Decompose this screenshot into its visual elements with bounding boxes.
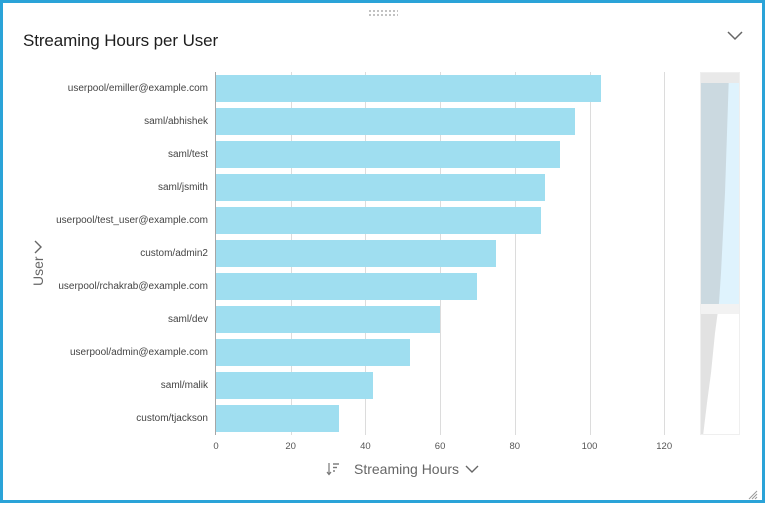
category-label: custom/tjackson — [136, 413, 208, 424]
minimap-bars-silhouette — [701, 73, 729, 434]
bar[interactable] — [216, 240, 497, 267]
category-label: saml/jsmith — [157, 182, 208, 193]
category-label: userpool/emiller@example.com — [67, 83, 208, 94]
chevron-down-icon — [727, 31, 743, 41]
bar[interactable] — [216, 339, 411, 366]
y-axis-title-text: User — [30, 256, 46, 286]
sort-descending-icon[interactable] — [326, 462, 340, 476]
y-axis-line — [215, 72, 216, 435]
gridline — [664, 72, 666, 435]
minimap-top-handle[interactable] — [701, 73, 739, 83]
category-label: saml/abhishek — [144, 116, 208, 127]
category-label: saml/dev — [167, 314, 208, 325]
x-tick-label: 0 — [213, 441, 219, 452]
x-tick-label: 40 — [360, 441, 371, 452]
category-label: saml/test — [167, 149, 208, 160]
bar[interactable] — [216, 108, 575, 135]
zoom-slider-minimap[interactable] — [700, 72, 740, 435]
x-axis-title-text: Streaming Hours — [354, 461, 460, 477]
bar[interactable] — [216, 207, 541, 234]
x-tick-label: 20 — [285, 441, 296, 452]
bar[interactable] — [216, 372, 373, 399]
category-label: saml/malik — [160, 380, 208, 391]
x-tick-label: 120 — [656, 441, 673, 452]
category-label: userpool/admin@example.com — [70, 347, 208, 358]
category-label: userpool/rchakrab@example.com — [58, 281, 208, 292]
plot-area — [216, 72, 676, 435]
x-tick-label: 80 — [509, 441, 521, 452]
minimap-selection-window[interactable] — [701, 83, 739, 304]
x-tick-label: 100 — [581, 441, 598, 452]
category-label: userpool/test_user@example.com — [56, 215, 208, 226]
gridline — [589, 72, 591, 435]
y-axis-title[interactable]: User — [28, 226, 48, 286]
bar[interactable] — [216, 174, 545, 201]
minimap-bottom-handle[interactable] — [701, 304, 739, 314]
bar[interactable] — [216, 141, 560, 168]
chevron-right-icon — [34, 240, 42, 254]
bar[interactable] — [216, 405, 340, 432]
bar[interactable] — [216, 306, 441, 333]
drag-dots-icon[interactable] — [368, 9, 398, 17]
collapse-button[interactable] — [725, 27, 745, 45]
bar[interactable] — [216, 273, 478, 300]
resize-grip-icon[interactable] — [748, 487, 758, 500]
gridline — [514, 72, 516, 435]
chevron-down-icon — [465, 465, 479, 473]
x-tick-label: 60 — [434, 441, 446, 452]
bar[interactable] — [216, 75, 601, 102]
chart-title: Streaming Hours per User — [23, 31, 219, 50]
x-axis-title[interactable]: Streaming Hours — [326, 461, 479, 477]
category-label: custom/admin2 — [140, 248, 208, 259]
